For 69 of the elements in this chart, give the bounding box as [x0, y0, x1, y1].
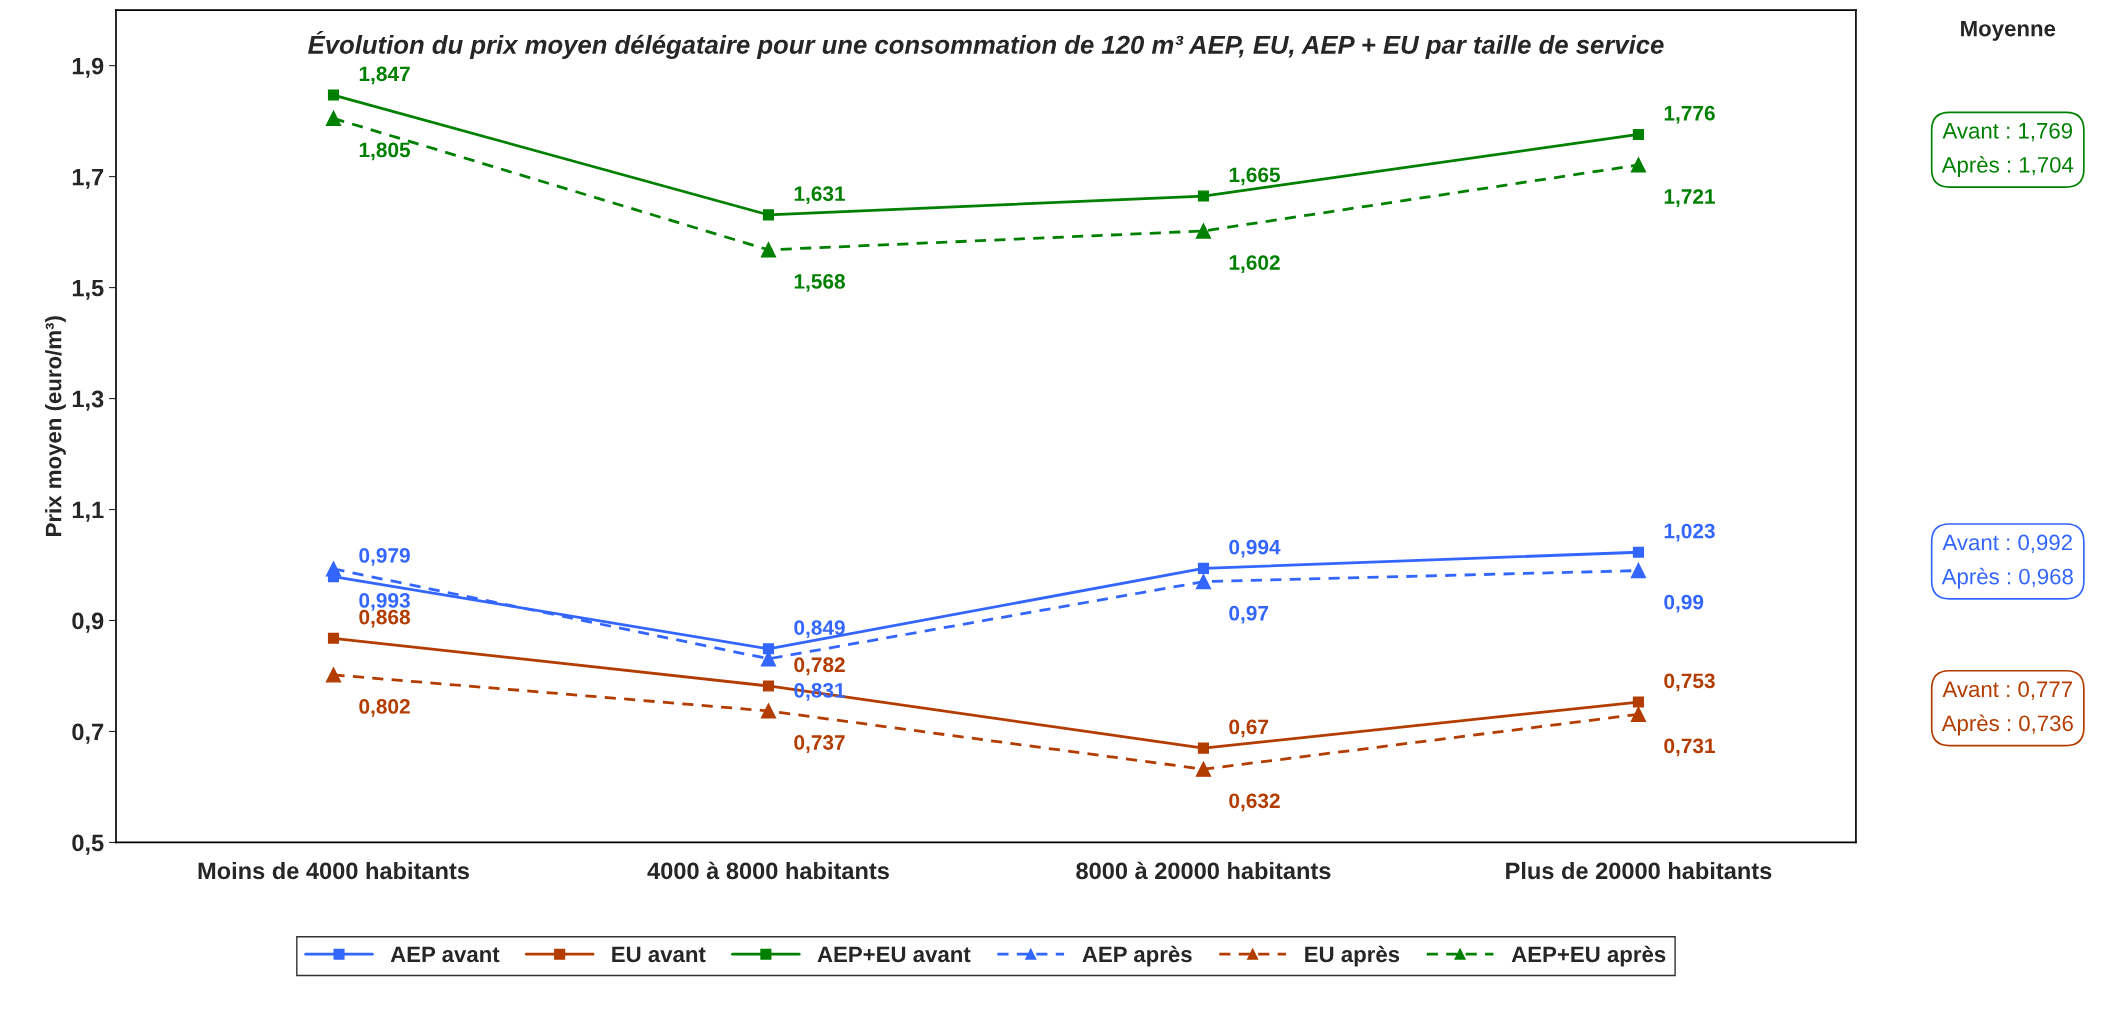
y-tick-label: 1,3	[72, 390, 104, 411]
text: Avant : 0,777 Après : 0,736	[1941, 681, 2073, 736]
legend-label: AEP+EU avant	[817, 946, 971, 963]
data-label: 1,631	[794, 186, 846, 205]
point	[760, 242, 777, 258]
data-label: 1,805	[359, 142, 411, 161]
point	[1197, 190, 1210, 202]
y-tick-label: 0,5	[72, 834, 104, 855]
y-axis-title: Prix moyen (euro/m³)	[45, 316, 66, 536]
data-label: 0,731	[1664, 738, 1715, 757]
y-tick-label: 1,7	[72, 168, 104, 189]
data-label: 0,97	[1229, 605, 1269, 624]
data-label: 0,753	[1664, 673, 1715, 692]
data-label: 0,994	[1229, 539, 1281, 558]
y-tick-label: 0,7	[72, 723, 104, 744]
point	[1632, 696, 1644, 708]
data-label: 0,979	[359, 548, 410, 566]
data-label: 0,849	[794, 620, 845, 638]
data-label: 0,737	[794, 735, 845, 753]
legend-label: EU après	[1305, 945, 1400, 967]
legend-label: AEP+EU après	[1511, 945, 1666, 967]
point	[325, 561, 342, 577]
legend-label: EU avant	[612, 946, 706, 963]
point	[325, 667, 342, 683]
text: Moyenne	[1961, 20, 2056, 41]
point	[325, 110, 342, 126]
data-label: 0,782	[794, 657, 845, 676]
point	[1197, 562, 1210, 574]
text: Évolution du prix moyen délégataire pour une consommation de 120 m³ AEP, EU, AEP + EU par taille de service	[308, 30, 1664, 59]
x-tick-label: 8000 à 20000 habitants	[1076, 861, 1331, 880]
point	[1195, 223, 1212, 239]
point	[1197, 742, 1210, 754]
data-label: 0,67	[1229, 719, 1269, 738]
text: Avant : 1,769 Après : 1,704	[1941, 122, 2074, 178]
point	[1630, 562, 1647, 579]
point	[1632, 128, 1644, 140]
data-label: 0,993	[359, 593, 410, 611]
text: Avant : 0,992 Après : 0,968	[1941, 534, 2073, 589]
point	[762, 209, 775, 221]
data-label: 1,568	[794, 274, 845, 292]
point	[1630, 157, 1647, 173]
legend-label: AEP après	[1082, 945, 1192, 967]
point	[1195, 574, 1212, 590]
data-label: 0,99	[1664, 594, 1704, 613]
x-tick-label: Plus de 20000 habitants	[1506, 861, 1772, 880]
y-tick-label: 1,9	[72, 57, 104, 78]
x-tick-label: Moins de 4000 habitants	[198, 861, 469, 880]
point	[760, 703, 777, 719]
data-label: 0,868	[359, 609, 410, 628]
point	[1195, 761, 1212, 777]
point	[1630, 706, 1647, 722]
point	[327, 89, 340, 101]
data-label: 1,776	[1664, 105, 1715, 124]
data-label: 1,665	[1229, 167, 1280, 186]
x-tick-label: 4000 à 8000 habitants	[647, 861, 889, 880]
data-label: 1,847	[359, 66, 410, 85]
y-tick-label: 0,9	[72, 612, 104, 633]
y-tick-label: 1,1	[72, 501, 104, 522]
data-label: 0,632	[1229, 793, 1280, 812]
data-label: 0,802	[359, 699, 410, 717]
point	[327, 632, 340, 644]
y-tick-label: 1,5	[72, 279, 104, 300]
point	[762, 680, 775, 692]
legend-label: AEP avant	[390, 946, 500, 963]
data-label: 1,602	[1229, 255, 1280, 273]
data-label: 1,023	[1664, 523, 1715, 542]
point	[762, 643, 775, 655]
data-label: 1,721	[1664, 189, 1715, 207]
point	[1632, 546, 1644, 558]
